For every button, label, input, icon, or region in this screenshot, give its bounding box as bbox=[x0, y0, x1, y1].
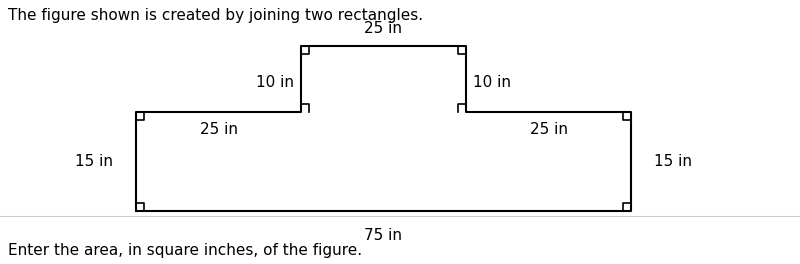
Text: Enter the area, in square inches, of the figure.: Enter the area, in square inches, of the… bbox=[8, 243, 362, 258]
Text: 25 in: 25 in bbox=[199, 122, 238, 137]
Text: 15 in: 15 in bbox=[654, 154, 692, 169]
Text: 10 in: 10 in bbox=[473, 75, 510, 90]
Text: The figure shown is created by joining two rectangles.: The figure shown is created by joining t… bbox=[8, 8, 423, 23]
Text: 25 in: 25 in bbox=[530, 122, 567, 137]
Text: 75 in: 75 in bbox=[365, 228, 402, 243]
Text: 15 in: 15 in bbox=[75, 154, 113, 169]
Text: 10 in: 10 in bbox=[256, 75, 294, 90]
Text: 25 in: 25 in bbox=[365, 21, 402, 36]
